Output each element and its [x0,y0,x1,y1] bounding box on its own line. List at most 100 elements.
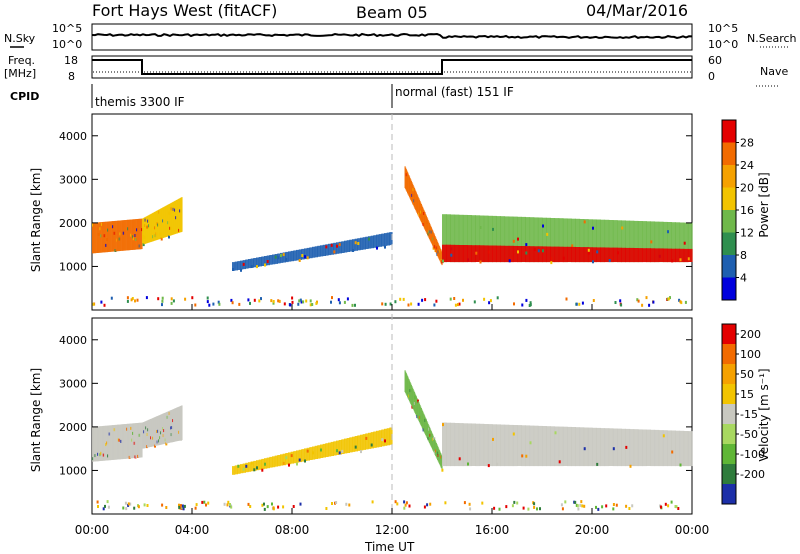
near-range-cell [581,301,584,305]
data-band-cell [608,247,614,263]
near-range-cell [343,300,346,304]
nsearch-label: N.Search [747,32,797,45]
near-range-cell [194,506,197,510]
data-band-cell [462,245,468,263]
data-band-cell [112,221,115,252]
near-range-cell [181,506,184,510]
near-range-cell [157,297,160,301]
data-band-cell [173,201,175,235]
near-range-cell [126,299,129,303]
data-scatter-cell [256,466,258,470]
near-range-cell [208,303,211,307]
near-range-cell [505,505,508,509]
data-band-cell [368,432,372,449]
near-range-cell [170,301,173,305]
data-band-cell [325,443,329,457]
data-band-cell [164,206,166,238]
data-band-cell [386,232,390,246]
near-range-cell [182,507,185,511]
data-band-cell [150,419,152,447]
data-band-cell [496,424,501,467]
near-range-cell [127,502,130,506]
data-band-cell [127,219,129,251]
data-band-cell [427,424,429,441]
near-range-cell [261,503,264,507]
data-band-cell [442,244,447,263]
data-scatter-cell [336,449,338,453]
data-scatter-cell [242,262,245,266]
near-range-cell [104,504,106,508]
data-scatter-cell [683,241,686,245]
velocity-colorbar-label: Velocity [m s⁻¹] [757,368,771,461]
near-range-cell [513,500,516,504]
data-band-cell [136,423,138,458]
data-scatter-cell [596,250,599,254]
near-range-cell [402,297,405,301]
data-band-cell [336,242,340,254]
near-range-cell [96,500,99,504]
data-band-cell [362,434,366,450]
data-band-cell [592,427,597,467]
data-scatter-cell [338,451,341,455]
data-band-cell [617,247,622,263]
nsky-label: N.Sky [4,32,36,45]
colorbar-swatch [722,364,736,385]
data-band-cell [376,234,380,248]
near-range-cell [513,302,515,306]
data-band-cell [446,422,451,467]
data-band-cell [654,248,660,263]
near-range-cell [217,300,220,304]
data-band-cell [654,221,660,263]
data-scatter-cell [365,436,368,440]
data-band-cell [130,423,132,459]
data-band-cell [102,222,104,253]
data-band-cell [596,219,601,262]
data-band-cell [158,209,160,240]
data-band-cell [442,214,447,263]
data-band-cell [583,427,589,467]
near-range-cell [238,302,241,306]
near-range-cell [206,296,209,300]
data-band-cell [98,426,101,462]
data-band-cell [454,423,460,467]
data-band-cell [144,421,146,449]
data-band-cell [320,245,324,257]
data-band-cell [458,245,464,263]
data-band-cell [475,215,481,262]
data-band-cell [108,221,111,252]
data-scatter-cell [304,255,306,259]
data-band-cell [107,425,110,461]
data-band-cell [97,426,99,462]
data-band-cell [115,424,117,460]
data-band-cell [500,424,506,467]
data-band-cell [671,430,676,467]
data-band-cell [546,217,551,263]
data-band-cell [147,420,149,448]
near-range-cell [106,500,109,504]
near-range-cell [191,296,194,300]
near-range-cell [107,505,110,509]
data-band-cell [349,239,353,252]
data-scatter-cell [368,237,370,241]
data-band-cell [658,430,664,467]
near-range-cell [129,502,132,506]
x-tick-label: 16:00 [475,523,510,537]
data-band-cell [562,246,568,263]
data-scatter-cell [240,268,242,272]
colorbar-tick-label: -200 [740,468,765,481]
data-band-cell [546,246,551,263]
data-band-cell [338,440,342,455]
data-band-cell [173,408,175,442]
near-range-cell [205,503,207,507]
near-range-cell [516,501,519,505]
data-band-cell [178,406,180,441]
data-band-cell [422,412,424,430]
near-range-cell [645,296,648,300]
data-band-cell [293,250,297,261]
data-band-cell [250,258,254,268]
near-range-cell [260,297,262,301]
data-band-cell [181,405,183,441]
near-range-cell [134,299,136,303]
data-band-cell [169,203,171,236]
